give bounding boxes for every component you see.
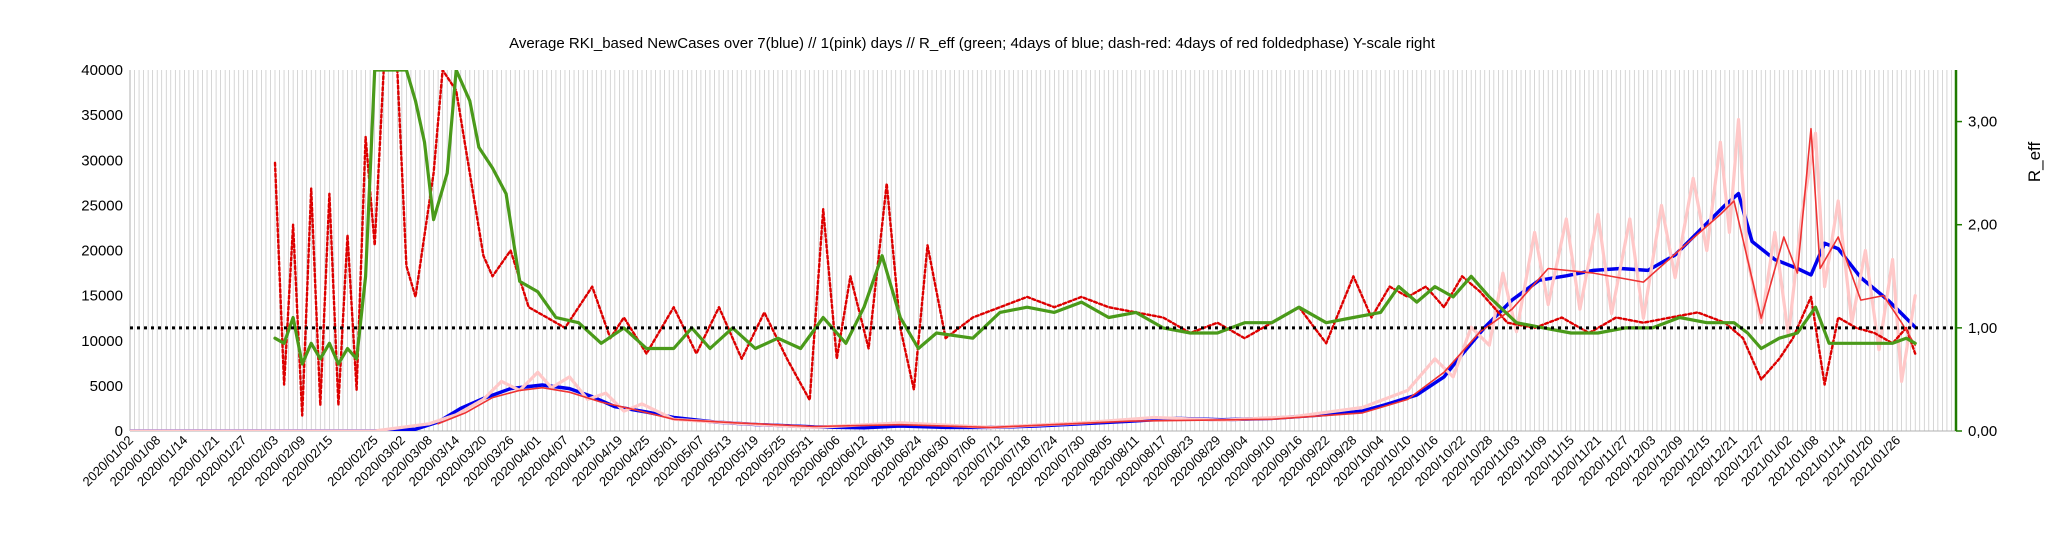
right-tick-label: 0,00 (1968, 423, 1997, 440)
left-tick-label: 0 (115, 423, 123, 440)
series-line-r-eff (273, 70, 1917, 366)
left-tick-label: 35000 (81, 107, 123, 124)
series-line-r-eff-folded (273, 70, 1917, 417)
left-tick-label: 25000 (81, 197, 123, 214)
right-tick-label: 1,00 (1968, 320, 1997, 337)
right-axis-label: R_eff (2025, 142, 2044, 183)
series-line-r-eff-fold-curve (437, 127, 1916, 429)
right-axis-ticks: 0,00 1,00 2,00 3,00 (1956, 114, 1997, 440)
right-tick-label: 2,00 (1968, 217, 1997, 234)
axes (129, 70, 1958, 432)
right-tick-label: 3,00 (1968, 114, 1997, 131)
series-group (130, 70, 1917, 431)
left-axis-ticks: 0 5000 10000 15000 20000 25000 30000 35000 40000 (81, 62, 123, 440)
left-tick-label: 30000 (81, 152, 123, 169)
left-tick-label: 40000 (81, 62, 123, 79)
grid (129, 70, 1957, 431)
x-axis-ticks: 2020/01/022020/01/082020/01/142020/01/21… (79, 433, 1903, 490)
left-tick-label: 10000 (81, 333, 123, 350)
chart-title: Average RKI_based NewCases over 7(blue) … (509, 35, 1436, 52)
left-tick-label: 5000 (90, 378, 123, 395)
left-tick-label: 20000 (81, 243, 123, 260)
left-tick-label: 15000 (81, 288, 123, 305)
